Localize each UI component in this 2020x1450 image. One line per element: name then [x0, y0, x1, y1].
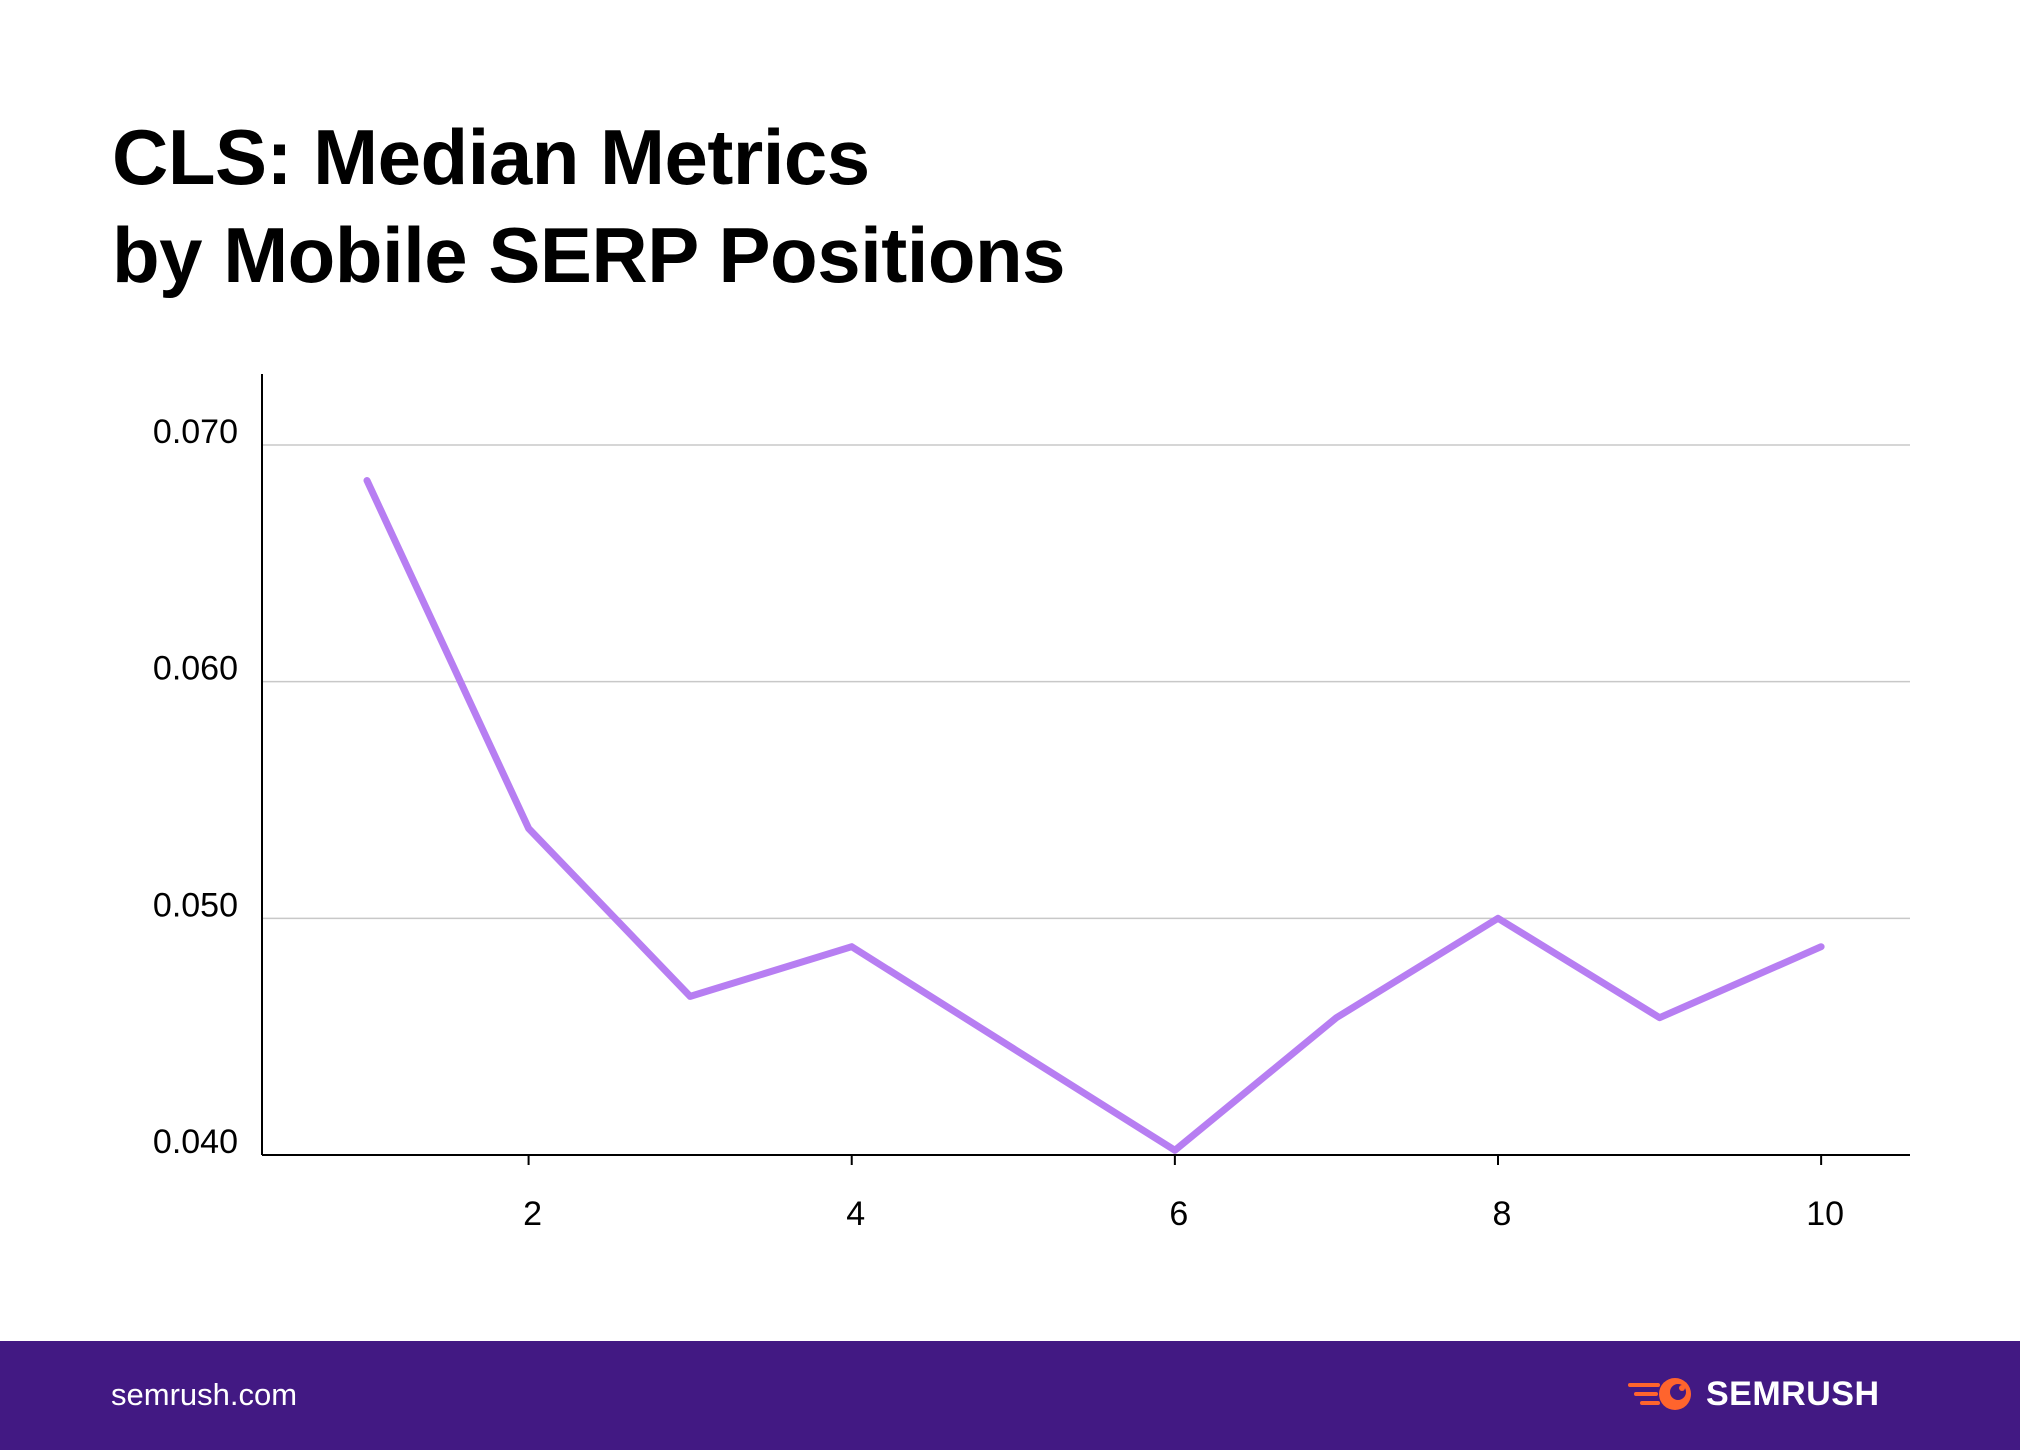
- chart-title-line-1: CLS: Median Metrics: [112, 113, 870, 201]
- y-tick-label: 0.070: [153, 413, 238, 451]
- line-chart: 0.040 0.050 0.060 0.070 2 4 6 8 10: [153, 374, 1910, 1233]
- footer-website-link[interactable]: semrush.com: [111, 1377, 298, 1412]
- x-tick-label: 4: [846, 1195, 865, 1233]
- brand-name: SEMRUSH: [1706, 1375, 1880, 1413]
- x-tick-label: 10: [1806, 1195, 1844, 1233]
- semrush-fireball-icon: [1628, 1378, 1691, 1410]
- y-tick-label: 0.040: [153, 1123, 238, 1161]
- data-point: [1656, 1014, 1663, 1021]
- data-point: [1333, 1014, 1340, 1021]
- axis-ticks: 0.040 0.050 0.060 0.070 2 4 6 8 10: [153, 413, 1844, 1233]
- data-point: [848, 943, 855, 950]
- data-point: [1171, 1147, 1178, 1154]
- series-line: [363, 477, 1825, 1154]
- gridlines: [262, 444, 1910, 920]
- data-point: [1818, 943, 1825, 950]
- footer-bar: semrush.com SEMRUSH: [0, 1341, 2020, 1450]
- chart-title: CLS: Median Metrics by Mobile SERP Posit…: [112, 108, 1066, 304]
- chart-title-line-2: by Mobile SERP Positions: [112, 211, 1066, 299]
- data-point: [1010, 1045, 1017, 1052]
- data-point: [364, 477, 370, 484]
- data-point: [1495, 915, 1501, 922]
- data-series: [363, 477, 1825, 1154]
- semrush-logo: SEMRUSH: [1628, 1369, 1880, 1419]
- data-point: [525, 825, 532, 832]
- data-point: [687, 993, 694, 1000]
- x-tick-label: 6: [1169, 1195, 1188, 1233]
- x-tick-label: 2: [523, 1195, 542, 1233]
- y-tick-label: 0.050: [153, 886, 238, 924]
- x-tick-label: 8: [1493, 1195, 1512, 1233]
- y-tick-label: 0.060: [153, 650, 238, 688]
- axes: [261, 374, 1910, 1156]
